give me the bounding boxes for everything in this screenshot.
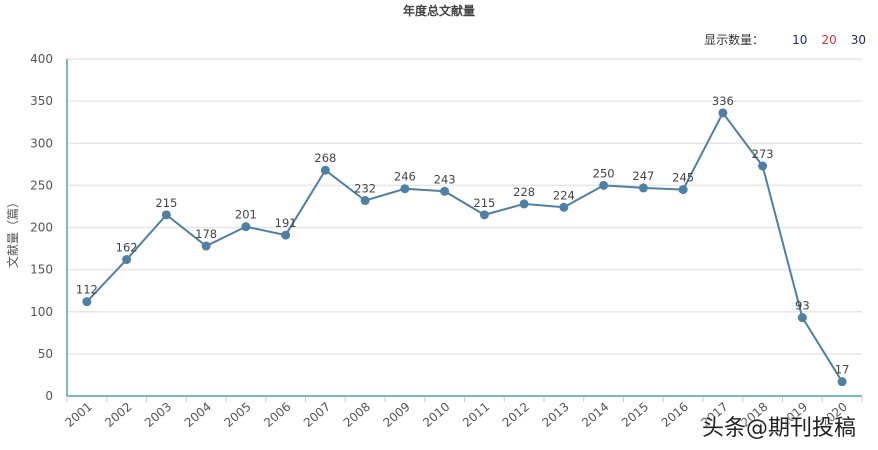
y-tick-label: 0 xyxy=(45,389,53,403)
x-tick-label: 2016 xyxy=(659,400,691,430)
data-label: 246 xyxy=(394,170,416,184)
x-tick-label: 2013 xyxy=(539,400,571,430)
data-point[interactable] xyxy=(519,199,529,209)
data-point[interactable] xyxy=(281,230,291,240)
data-point[interactable] xyxy=(678,185,688,195)
data-label: 268 xyxy=(314,151,336,165)
x-tick-label: 2012 xyxy=(500,400,532,430)
x-tick-label: 2009 xyxy=(380,400,412,430)
data-point[interactable] xyxy=(599,180,609,190)
data-label: 93 xyxy=(795,299,810,313)
data-point[interactable] xyxy=(559,202,569,212)
x-tick-label: 2011 xyxy=(460,400,492,430)
x-tick-label: 2015 xyxy=(619,400,651,430)
x-tick-label: 2003 xyxy=(142,400,174,430)
data-point[interactable] xyxy=(360,196,370,206)
data-label: 336 xyxy=(712,94,734,108)
data-label: 17 xyxy=(835,363,850,377)
data-label: 191 xyxy=(275,216,297,230)
data-point[interactable] xyxy=(241,222,251,232)
y-tick-label: 200 xyxy=(30,221,53,235)
data-point[interactable] xyxy=(758,161,768,171)
count-option-30[interactable]: 30 xyxy=(850,32,866,47)
data-label: 228 xyxy=(513,185,535,199)
y-tick-label: 350 xyxy=(30,94,53,108)
data-label: 245 xyxy=(672,171,694,185)
x-tick-label: 2006 xyxy=(261,400,293,430)
data-label: 247 xyxy=(632,169,654,183)
data-label: 273 xyxy=(752,147,774,161)
data-label: 215 xyxy=(473,196,495,210)
data-label: 112 xyxy=(76,283,98,297)
x-tick-label: 2008 xyxy=(341,400,373,430)
x-tick-label: 2004 xyxy=(182,400,214,430)
data-label: 243 xyxy=(434,172,456,186)
x-tick-label: 2002 xyxy=(102,400,134,430)
series-line xyxy=(86,111,843,383)
x-tick-label: 2005 xyxy=(221,400,253,430)
y-tick-label: 150 xyxy=(30,263,53,277)
data-label: 250 xyxy=(593,166,615,180)
count-option-10[interactable]: 10 xyxy=(792,32,808,47)
x-tick-label: 2014 xyxy=(579,400,611,430)
data-point[interactable] xyxy=(320,165,330,175)
y-tick-label: 300 xyxy=(30,136,53,150)
data-label: 162 xyxy=(116,241,138,255)
data-point[interactable] xyxy=(837,377,847,387)
data-point[interactable] xyxy=(161,210,171,220)
x-tick-label: 2007 xyxy=(301,400,333,430)
y-tick-label: 50 xyxy=(38,347,53,361)
data-label: 232 xyxy=(354,182,376,196)
display-count-selector: 显示数量： 10 20 30 xyxy=(704,31,866,48)
data-label: 215 xyxy=(155,196,177,210)
data-point[interactable] xyxy=(797,313,807,323)
data-point[interactable] xyxy=(400,184,410,194)
data-point[interactable] xyxy=(718,108,728,118)
data-point[interactable] xyxy=(82,297,92,307)
data-point[interactable] xyxy=(479,210,489,220)
x-tick-label: 2010 xyxy=(420,400,452,430)
data-point[interactable] xyxy=(440,186,450,196)
data-label: 178 xyxy=(195,227,217,241)
data-point[interactable] xyxy=(201,241,211,251)
data-label: 201 xyxy=(235,208,257,222)
data-label: 224 xyxy=(553,188,575,202)
chart-title: 年度总文献量 xyxy=(402,4,475,18)
data-point[interactable] xyxy=(122,255,132,265)
display-count-label: 显示数量： xyxy=(704,33,765,47)
watermark: 头条@期刊投稿 xyxy=(702,416,857,441)
x-tick-label: 2001 xyxy=(62,400,94,430)
data-point[interactable] xyxy=(638,183,648,193)
y-tick-label: 250 xyxy=(30,178,53,192)
y-tick-label: 400 xyxy=(30,52,53,66)
count-option-20[interactable]: 20 xyxy=(821,32,837,47)
y-tick-label: 100 xyxy=(30,305,53,319)
